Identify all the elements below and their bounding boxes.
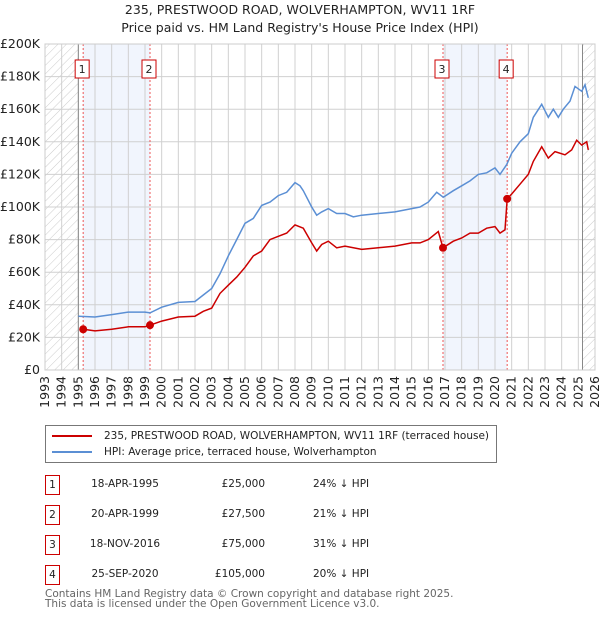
legend-label: HPI: Average price, terraced house, Wolv…	[104, 446, 377, 458]
sale-label-number: 4	[503, 63, 510, 76]
y-tick-label: £160K	[0, 101, 41, 116]
plot-border	[44, 43, 596, 371]
sale-label-box	[74, 59, 90, 79]
chart-title: 235, PRESTWOOD ROAD, WOLVERHAMPTON, WV11…	[125, 2, 475, 17]
x-tick-label: 2015	[404, 376, 419, 408]
sale-price: £27,500	[221, 508, 265, 520]
x-tick-label: 2021	[504, 376, 519, 408]
sale-point	[79, 325, 88, 334]
sale-label-box	[141, 59, 157, 79]
property-price-line	[83, 138, 590, 332]
x-tick-label: 2003	[204, 376, 219, 408]
x-tick-label: 1993	[37, 376, 52, 408]
y-tick-label: £40K	[8, 297, 41, 312]
x-tick-label: 1995	[70, 376, 85, 408]
sale-date: 18-APR-1995	[91, 478, 159, 490]
footer-copyright: Contains HM Land Registry data © Crown c…	[45, 588, 454, 600]
x-tick-label: 2009	[304, 376, 319, 408]
legend-item-hpi: HPI: Average price, terraced house, Wolv…	[52, 444, 377, 460]
x-tick-label: 2016	[420, 376, 435, 408]
legend-item-property: 235, PRESTWOOD ROAD, WOLVERHAMPTON, WV11…	[52, 428, 489, 444]
x-tick-label: 2020	[487, 376, 502, 408]
sale-label-number: 1	[79, 63, 86, 76]
sale-point	[439, 243, 447, 252]
x-tick-label: 2024	[554, 376, 569, 408]
x-tick-label: 2023	[537, 376, 552, 408]
x-tick-label: 2022	[520, 376, 535, 408]
sale-date: 25-SEP-2020	[91, 568, 159, 580]
x-tick-label: 2025	[570, 376, 585, 408]
sale-date: 20-APR-1999	[91, 508, 159, 520]
x-tick-label: 2001	[170, 376, 185, 408]
footer: Contains HM Land Registry data © Crown c…	[45, 588, 454, 610]
x-tick-label: 2019	[470, 376, 485, 408]
footer-licence: This data is licensed under the Open Gov…	[45, 598, 380, 610]
legend-swatch-blue	[52, 451, 92, 453]
y-tick-label: £140K	[0, 134, 41, 149]
sale-number-badge: 2	[45, 505, 60, 525]
x-tick-label: 2007	[270, 376, 285, 408]
legend-label: 235, PRESTWOOD ROAD, WOLVERHAMPTON, WV11…	[104, 430, 490, 442]
sale-label-box	[434, 59, 450, 79]
x-tick-label: 2010	[320, 376, 335, 408]
sale-price: £75,000	[221, 538, 265, 550]
sale-point	[503, 194, 512, 203]
sale-date: 18-NOV-2016	[89, 538, 161, 550]
sale-label-number: 2	[146, 63, 153, 76]
sale-number-badge: 3	[45, 535, 60, 555]
x-tick-label: 2013	[370, 376, 385, 408]
x-tick-label: 2006	[254, 376, 269, 408]
x-tick-label: 2011	[337, 376, 352, 408]
sale-number-badge: 4	[45, 565, 60, 585]
y-tick-label: £120K	[0, 166, 41, 181]
legend-swatch-red	[52, 435, 92, 437]
x-tick-label: 2026	[587, 376, 600, 408]
x-tick-label: 2008	[287, 376, 302, 408]
chart-subtitle: Price paid vs. HM Land Registry's House …	[121, 20, 478, 35]
table-row: 3 18-NOV-2016 £75,000 31% ↓ HPI	[45, 535, 465, 555]
sale-price: £25,000	[221, 478, 265, 490]
sale-hpi-diff: 24% ↓ HPI	[313, 478, 370, 490]
sale-number-badge: 1	[45, 475, 60, 495]
x-tick-label: 1996	[87, 376, 102, 408]
hpi-line	[78, 82, 590, 318]
y-tick-label: £60K	[8, 264, 41, 279]
sale-hpi-diff: 21% ↓ HPI	[313, 508, 370, 520]
sale-label-number: 3	[439, 63, 446, 76]
x-tick-label: 2017	[437, 376, 452, 408]
sale-hpi-diff: 20% ↓ HPI	[313, 568, 370, 580]
y-tick-label: £80K	[8, 232, 41, 247]
x-tick-label: 1994	[54, 376, 69, 408]
x-tick-label: 2014	[387, 376, 402, 408]
x-tick-label: 1997	[104, 376, 119, 408]
y-tick-label: £200K	[0, 36, 41, 51]
table-row: 1 18-APR-1995 £25,000 24% ↓ HPI	[45, 475, 465, 495]
y-tick-label: £100K	[0, 199, 41, 214]
table-row: 4 25-SEP-2020 £105,000 20% ↓ HPI	[45, 565, 465, 585]
sale-label-box	[498, 59, 514, 79]
x-tick-label: 2005	[237, 376, 252, 408]
x-tick-label: 2004	[220, 376, 235, 408]
x-tick-label: 2018	[454, 376, 469, 408]
y-tick-label: £20K	[8, 329, 41, 344]
price-chart: 235, PRESTWOOD ROAD, WOLVERHAMPTON, WV11…	[0, 2, 600, 408]
y-tick-label: £180K	[0, 69, 41, 84]
sale-price: £105,000	[214, 568, 265, 580]
y-tick-label: £0	[24, 362, 40, 377]
sale-hpi-diff: 31% ↓ HPI	[313, 538, 370, 550]
x-tick-label: 1999	[137, 376, 152, 408]
x-tick-label: 2002	[187, 376, 202, 408]
table-row: 2 20-APR-1999 £27,500 21% ↓ HPI	[45, 505, 465, 525]
x-tick-label: 1998	[120, 376, 135, 408]
legend: 235, PRESTWOOD ROAD, WOLVERHAMPTON, WV11…	[45, 425, 497, 463]
x-tick-label: 2012	[354, 376, 369, 408]
sale-point	[146, 321, 154, 330]
x-tick-label: 2000	[154, 376, 169, 408]
